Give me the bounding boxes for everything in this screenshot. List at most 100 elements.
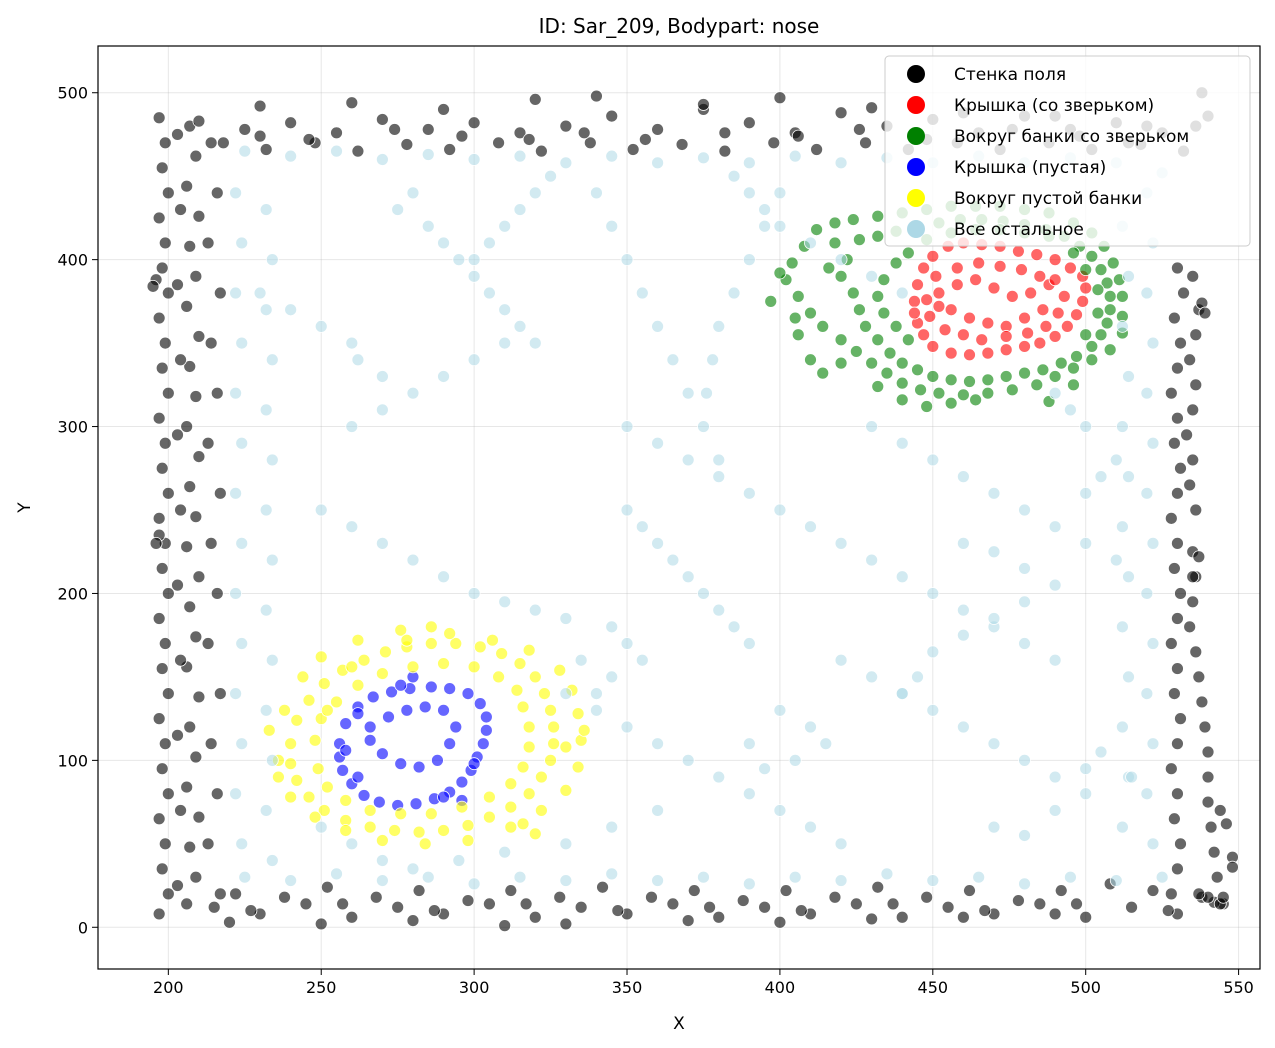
data-point xyxy=(189,870,203,884)
data-point xyxy=(742,253,756,267)
data-point xyxy=(363,720,377,734)
data-point xyxy=(146,279,160,293)
data-point xyxy=(577,723,591,737)
data-point xyxy=(424,620,438,634)
data-point xyxy=(1005,289,1019,303)
data-point xyxy=(528,670,542,684)
data-point xyxy=(1018,366,1031,380)
x-tick-label: 450 xyxy=(918,978,949,997)
data-point xyxy=(192,570,206,584)
data-point xyxy=(284,737,298,751)
data-point xyxy=(1030,248,1044,262)
data-point xyxy=(229,587,243,600)
data-point xyxy=(330,867,343,881)
data-point xyxy=(1048,520,1062,534)
data-point xyxy=(571,760,585,774)
data-point xyxy=(522,720,536,734)
data-point xyxy=(605,219,619,233)
data-point xyxy=(1115,720,1129,734)
data-point xyxy=(345,420,359,433)
data-point xyxy=(516,817,530,831)
data-point xyxy=(1115,620,1129,634)
data-point xyxy=(265,353,279,367)
data-point xyxy=(183,239,197,253)
data-point xyxy=(406,186,420,200)
data-point xyxy=(424,680,438,694)
data-point xyxy=(1048,653,1062,667)
data-point xyxy=(1033,269,1047,283)
data-point xyxy=(330,144,343,158)
data-point xyxy=(308,733,322,747)
data-point xyxy=(1048,273,1062,287)
data-point xyxy=(697,98,710,111)
data-point xyxy=(351,353,365,367)
data-point xyxy=(1085,340,1099,353)
data-point xyxy=(712,910,726,924)
data-point xyxy=(849,897,863,911)
data-point xyxy=(259,203,273,216)
data-point xyxy=(406,914,420,927)
data-point xyxy=(171,728,184,742)
data-point xyxy=(1171,411,1184,425)
data-point xyxy=(1122,370,1135,383)
data-point xyxy=(583,136,597,150)
data-point xyxy=(213,887,227,901)
data-point xyxy=(1018,595,1031,609)
data-point xyxy=(461,834,475,847)
legend-marker xyxy=(907,158,925,176)
data-point xyxy=(284,149,298,163)
data-point xyxy=(192,114,206,128)
data-point xyxy=(158,637,172,650)
data-point xyxy=(235,737,249,751)
data-point xyxy=(834,536,848,550)
data-point xyxy=(1079,536,1093,550)
data-point xyxy=(926,703,940,717)
data-point xyxy=(192,330,206,343)
data-point xyxy=(963,348,976,362)
data-point xyxy=(320,880,334,894)
data-point xyxy=(382,710,395,724)
data-point xyxy=(871,289,885,303)
data-point xyxy=(987,545,1001,559)
data-point xyxy=(238,123,252,136)
data-point xyxy=(773,915,787,929)
legend-marker xyxy=(907,127,925,145)
data-point xyxy=(645,890,658,904)
data-point xyxy=(889,320,903,333)
data-point xyxy=(385,685,398,699)
data-point xyxy=(284,790,298,804)
y-tick-label: 400 xyxy=(57,251,88,270)
data-point xyxy=(473,640,487,654)
data-point xyxy=(1054,884,1068,897)
x-tick-label: 200 xyxy=(153,978,184,997)
data-point xyxy=(547,720,561,734)
data-point xyxy=(926,249,940,263)
data-point xyxy=(1115,420,1129,433)
y-tick-label: 500 xyxy=(57,84,88,103)
data-point xyxy=(213,286,227,300)
data-point xyxy=(1060,320,1074,333)
data-point xyxy=(926,645,940,659)
data-point xyxy=(265,253,279,267)
data-point xyxy=(171,578,184,592)
data-point xyxy=(590,703,603,717)
data-point xyxy=(938,323,952,337)
data-point xyxy=(437,103,450,116)
data-point xyxy=(590,186,603,200)
data-point xyxy=(412,825,426,839)
data-point xyxy=(302,790,316,804)
data-point xyxy=(1189,645,1203,659)
data-point xyxy=(1079,910,1093,924)
data-point xyxy=(152,712,166,726)
data-point xyxy=(1186,403,1200,417)
data-point xyxy=(920,890,934,904)
data-point xyxy=(513,149,527,163)
data-point xyxy=(1171,536,1184,550)
data-point xyxy=(923,309,937,323)
data-point xyxy=(320,780,334,794)
data-point xyxy=(605,867,619,881)
data-point xyxy=(849,345,863,358)
axis-ticks: 200 250 300 350 400 450 500 550 0 100 200 300 400 500 xyxy=(57,84,1253,997)
data-point xyxy=(229,486,243,500)
data-point xyxy=(1115,320,1129,333)
